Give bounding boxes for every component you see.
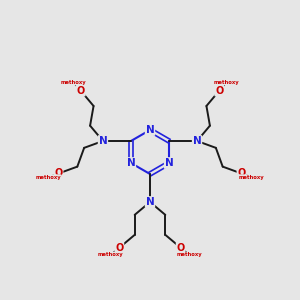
Text: O: O [115,243,124,253]
Text: methoxy: methoxy [98,252,124,257]
Text: N: N [193,136,201,146]
Text: methoxy: methoxy [176,252,202,257]
Text: O: O [176,243,185,253]
Text: N: N [146,125,154,135]
Text: O: O [237,169,246,178]
Text: methoxy: methoxy [214,80,239,85]
Text: methoxy: methoxy [35,175,61,180]
Text: methoxy: methoxy [61,80,86,85]
Text: N: N [99,136,107,146]
Text: O: O [215,86,224,96]
Text: N: N [165,158,173,168]
Text: N: N [127,158,135,168]
Text: N: N [146,197,154,207]
Text: O: O [76,86,85,96]
Text: methoxy: methoxy [239,175,265,180]
Text: O: O [54,169,63,178]
